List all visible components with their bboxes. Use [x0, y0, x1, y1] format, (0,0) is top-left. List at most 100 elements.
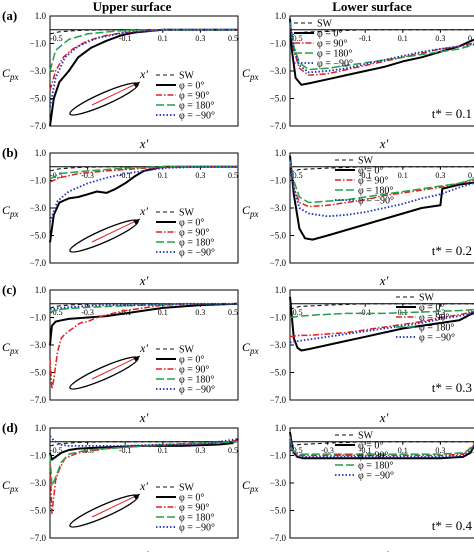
series-line: [49, 441, 239, 487]
y-tick-label: 1.0: [35, 11, 47, 21]
y-tick-label: −5.0: [270, 231, 287, 241]
legend-label: φ = 90°: [358, 176, 388, 187]
y-tick-label: −5.0: [270, 94, 287, 104]
y-tick-label: −7.0: [270, 533, 287, 543]
x-axis-label: x′: [139, 548, 149, 552]
legend: SWφ = 0°φ = 90°φ = 180°φ = −90°: [156, 483, 215, 534]
y-tick-label: −1.0: [30, 176, 47, 186]
panel-letter: (b): [2, 145, 18, 160]
x-axis-label: x′: [139, 410, 149, 425]
x-tick-label: -0.5: [290, 171, 303, 180]
x-tick-label: -0.5: [50, 308, 63, 317]
legend: SWφ = 0°φ = 90°φ = 180°φ = −90°: [156, 71, 215, 122]
chart-panel-6: 1.0 −1.0 −3.0 −5.0 −7.0 -0.5 -0.3 -0.1 0.1 0.3 0.5…: [2, 420, 239, 552]
series-line: [289, 310, 474, 338]
x-tick-label: 0.3: [195, 34, 205, 43]
legend-label: φ = 180°: [419, 323, 454, 334]
y-tick-label: −7.0: [30, 395, 47, 405]
legend-label: SW: [179, 208, 195, 219]
x-tick-label: 0.3: [435, 308, 445, 317]
y-tick-label: −3.0: [270, 478, 287, 488]
x-axis-label: x′: [139, 136, 149, 151]
legend-label: φ = −90°: [179, 523, 215, 534]
x-tick-label: -0.1: [359, 171, 372, 180]
y-axis-label: Cpx: [2, 66, 19, 82]
y-tick-label: −1.0: [270, 313, 287, 323]
legend-label: φ = 90°: [179, 503, 209, 514]
x-tick-label: 0.1: [158, 171, 168, 180]
arrow-head: [133, 356, 140, 362]
time-annotation: t* = 0.1: [432, 106, 472, 121]
x-tick-label: -0.5: [290, 34, 303, 43]
series-line: [49, 166, 238, 180]
y-tick-label: −5.0: [270, 506, 287, 516]
y-axis-label: Cpx: [2, 340, 19, 356]
y-axis-label: Cpx: [242, 478, 259, 494]
x-tick-label: 0.1: [158, 446, 168, 455]
airfoil-axis-label: x′: [139, 341, 148, 355]
arrow-head: [133, 82, 140, 88]
y-tick-label: −3.0: [30, 203, 47, 213]
y-tick-label: −7.0: [270, 395, 287, 405]
legend-label: φ = 180°: [179, 375, 214, 386]
y-tick-label: −7.0: [270, 121, 287, 131]
x-tick-label: -0.3: [81, 308, 94, 317]
y-tick-label: 1.0: [275, 285, 287, 295]
x-tick-label: 0.3: [435, 34, 445, 43]
y-tick-label: −7.0: [30, 533, 47, 543]
chart-panel-3: 1.0 −1.0 −3.0 −5.0 −7.0 -0.5 -0.1 0.1 0.3 0.5 x′ Cp…: [242, 148, 474, 288]
y-tick-label: −3.0: [30, 478, 47, 488]
x-axis-label: x′: [139, 273, 149, 288]
x-tick-label: 0.5: [468, 34, 474, 43]
chart-panel-0: 1.0 −1.0 −3.0 −5.0 −7.0 -0.5 -0.1 0.1 0.3 0.5 x′ Cp…: [2, 8, 239, 151]
legend-label: SW: [419, 293, 435, 304]
x-axis-label: x′: [379, 410, 389, 425]
series-line: [289, 308, 474, 319]
chart-panel-2: 1.0−1.0−3.0−5.0−7.0-0.5 -0.3 -0.1 0.1 0.3 0.5…: [2, 145, 239, 288]
x-tick-label: -0.1: [119, 171, 132, 180]
y-tick-label: 1.0: [35, 285, 47, 295]
legend-label: φ = 0°: [419, 303, 444, 314]
x-tick-label: -0.1: [119, 34, 132, 43]
y-axis-label: Cpx: [242, 203, 259, 219]
series-line: [289, 441, 474, 447]
series-line: [49, 439, 239, 515]
y-axis-label: Cpx: [242, 66, 259, 82]
series-line: [49, 302, 238, 311]
series-line: [49, 29, 238, 72]
series-line: [289, 437, 474, 455]
series-line: [49, 303, 238, 313]
y-tick-label: −1.0: [30, 313, 47, 323]
x-tick-label: 0.3: [435, 171, 445, 180]
legend-label: φ = 0°: [358, 441, 383, 452]
legend-label: φ = −90°: [358, 471, 394, 482]
series-line: [49, 435, 239, 447]
x-tick-label: 0.1: [158, 308, 168, 317]
x-tick-label: -0.1: [119, 446, 132, 455]
x-tick-label: 0.1: [398, 171, 408, 180]
legend-label: φ = −90°: [317, 59, 353, 70]
airfoil-schematic: x′: [69, 479, 148, 528]
x-tick-label: 0.5: [228, 446, 238, 455]
airfoil-axis-label: x′: [139, 204, 148, 218]
legend-label: φ = 180°: [317, 49, 352, 60]
legend-label: φ = 0°: [179, 81, 204, 92]
x-tick-label: -0.5: [290, 446, 303, 455]
legend-label: φ = 90°: [358, 451, 388, 462]
chord-axis-arrow: [91, 493, 141, 518]
y-tick-label: −3.0: [270, 66, 287, 76]
legend-label: SW: [179, 71, 195, 82]
y-tick-label: −7.0: [30, 258, 47, 268]
airfoil-axis-label: x′: [139, 67, 148, 81]
x-tick-label: 0.5: [228, 34, 238, 43]
y-tick-label: −5.0: [30, 94, 47, 104]
series-line: [289, 303, 474, 310]
legend-label: φ = 90°: [179, 365, 209, 376]
series-line: [289, 311, 474, 344]
series-line: [289, 438, 474, 458]
panel-letter: (a): [2, 8, 17, 23]
x-tick-label: 0.3: [195, 171, 205, 180]
x-tick-label: 0.3: [435, 446, 445, 455]
y-tick-label: −5.0: [30, 506, 47, 516]
